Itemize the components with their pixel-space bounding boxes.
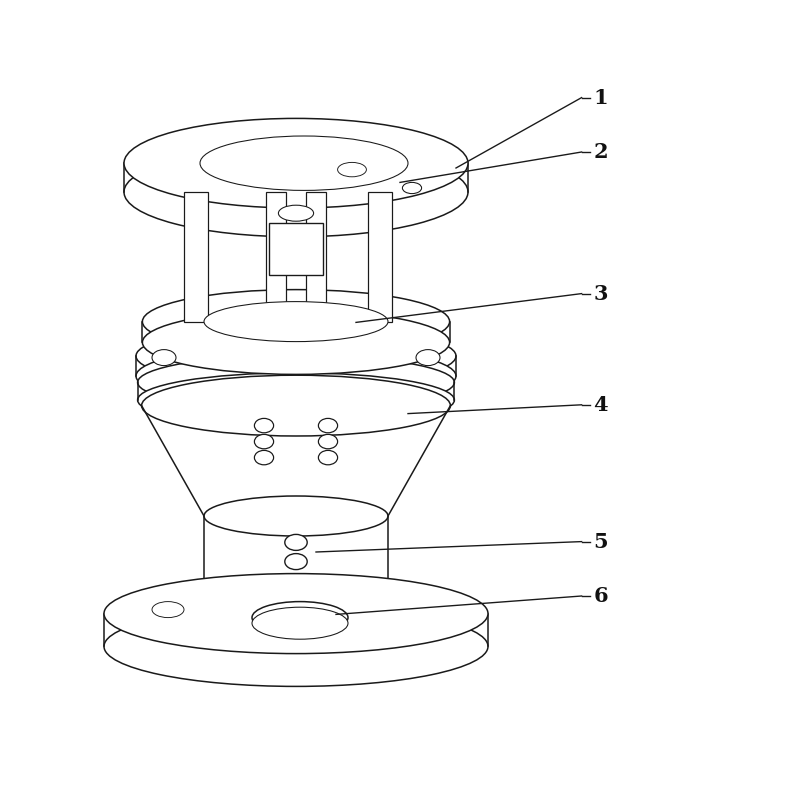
Ellipse shape (200, 136, 408, 190)
Ellipse shape (254, 418, 274, 433)
Ellipse shape (254, 434, 274, 449)
Ellipse shape (252, 607, 348, 639)
Ellipse shape (204, 496, 388, 536)
Bar (266, 192, 286, 322)
Ellipse shape (138, 355, 454, 410)
Bar (184, 192, 208, 322)
Ellipse shape (204, 588, 388, 628)
Ellipse shape (285, 554, 307, 570)
Bar (368, 192, 392, 322)
Ellipse shape (318, 418, 338, 433)
Ellipse shape (152, 350, 176, 366)
Ellipse shape (142, 310, 450, 374)
Ellipse shape (136, 346, 456, 406)
Text: 6: 6 (594, 586, 608, 606)
Ellipse shape (142, 290, 450, 354)
Ellipse shape (142, 375, 450, 436)
Ellipse shape (104, 606, 488, 686)
Text: 4: 4 (594, 395, 608, 414)
Ellipse shape (254, 450, 274, 465)
Ellipse shape (402, 182, 422, 194)
Ellipse shape (416, 350, 440, 366)
Text: 1: 1 (594, 88, 608, 108)
Ellipse shape (204, 302, 388, 342)
Ellipse shape (318, 450, 338, 465)
Bar (269, 223, 323, 275)
Ellipse shape (136, 326, 456, 386)
Ellipse shape (338, 162, 366, 177)
Bar (306, 192, 326, 322)
Text: 2: 2 (594, 142, 608, 162)
Ellipse shape (138, 373, 454, 427)
Ellipse shape (124, 118, 468, 208)
Ellipse shape (252, 602, 348, 634)
Text: 3: 3 (594, 284, 608, 304)
Ellipse shape (285, 534, 307, 550)
Ellipse shape (124, 147, 468, 237)
Ellipse shape (278, 205, 314, 221)
Text: 5: 5 (594, 531, 608, 552)
Ellipse shape (104, 574, 488, 654)
Ellipse shape (152, 602, 184, 618)
Ellipse shape (318, 434, 338, 449)
